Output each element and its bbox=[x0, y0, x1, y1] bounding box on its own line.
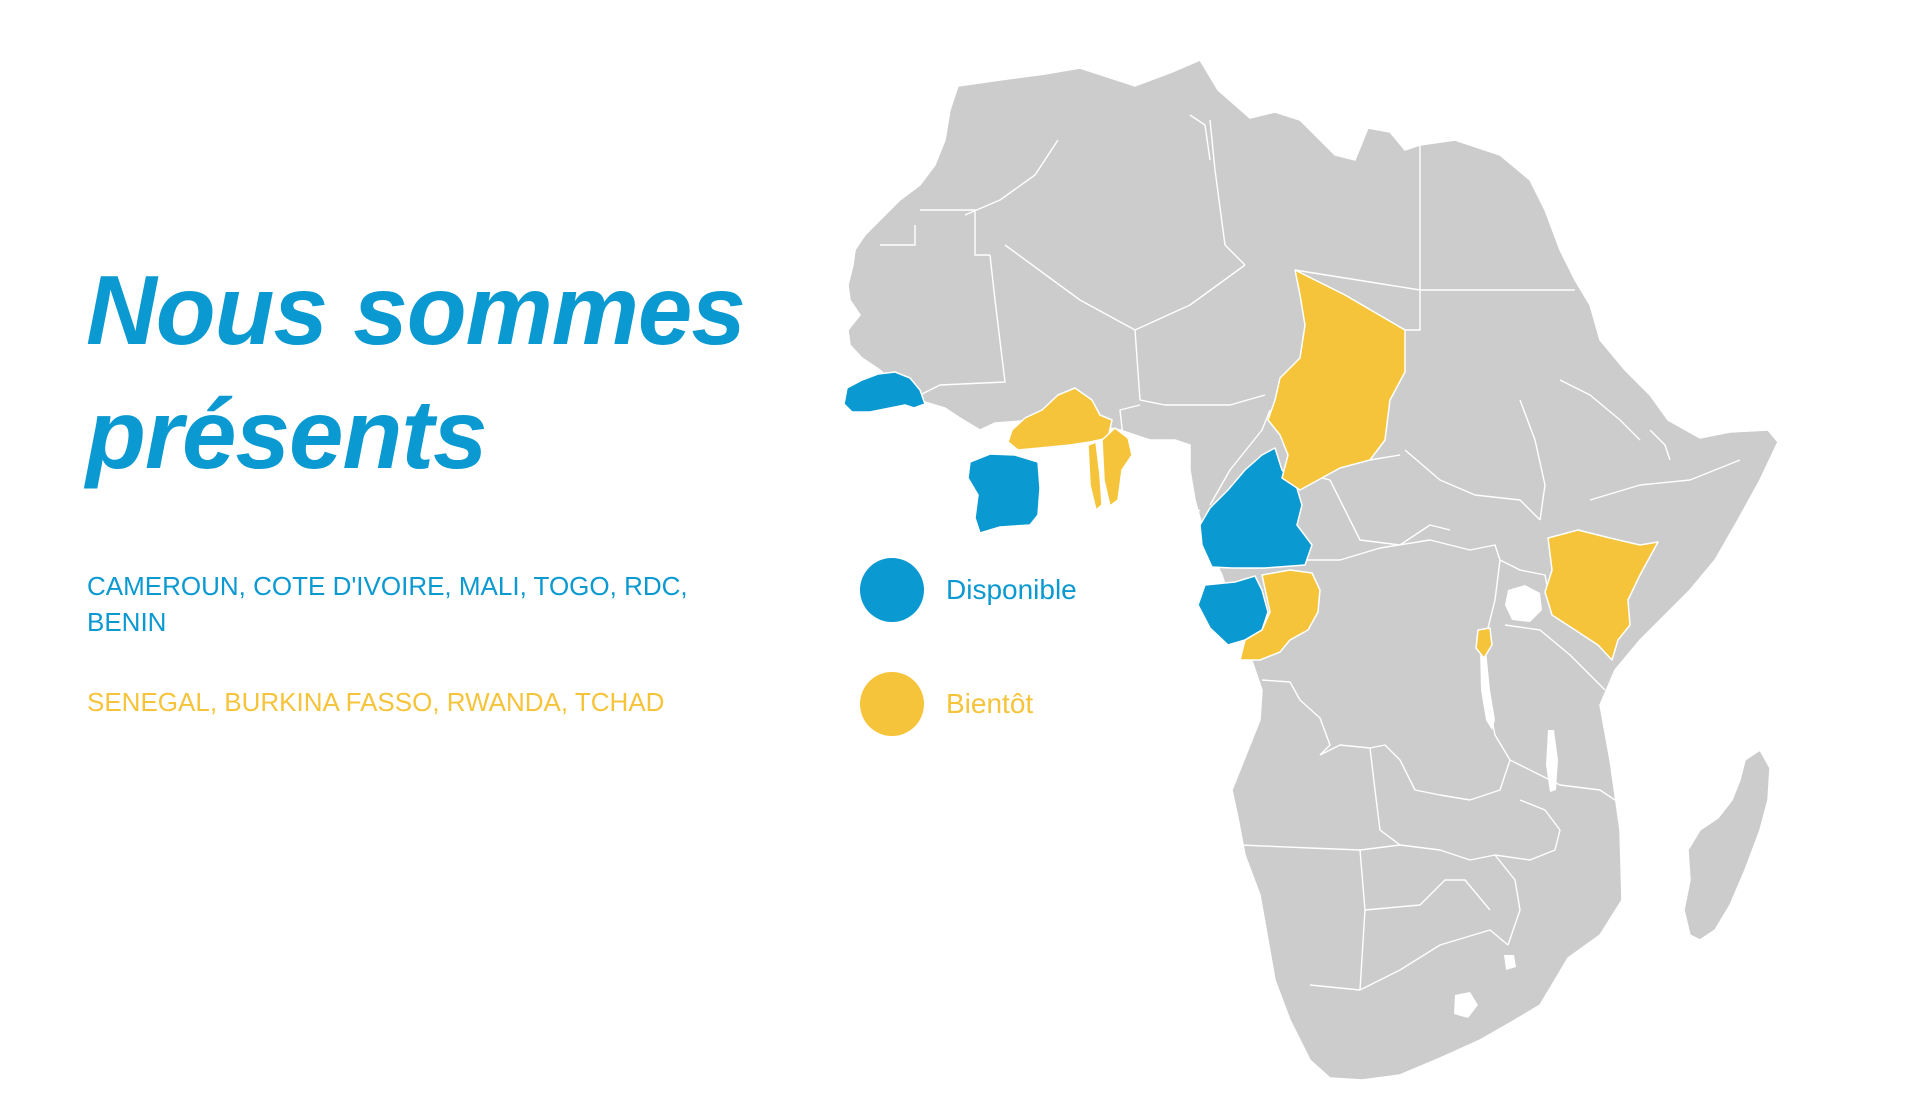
map-region-burkina-faso bbox=[1007, 387, 1113, 451]
eswatini bbox=[1504, 955, 1516, 970]
map-region-burundi bbox=[1475, 627, 1493, 659]
border-uganda bbox=[1499, 559, 1549, 591]
map-region-benin bbox=[1101, 427, 1133, 507]
legend-label-available: Disponible bbox=[946, 574, 1077, 605]
map-region-congo bbox=[1239, 569, 1321, 661]
map-region-chad bbox=[1267, 269, 1406, 491]
border-south-africa bbox=[1309, 929, 1509, 991]
border-tunisia bbox=[1189, 114, 1211, 161]
border-tanzania-south bbox=[1509, 759, 1616, 801]
border-tanzania-north bbox=[1504, 624, 1606, 691]
lesotho bbox=[1454, 992, 1478, 1018]
border-eritrea bbox=[1559, 379, 1641, 441]
border-niger-nigeria bbox=[1119, 404, 1201, 526]
border-morocco-algeria bbox=[964, 139, 1059, 216]
border-sudan-south-sudan bbox=[1404, 449, 1541, 521]
border-drc-east bbox=[1469, 559, 1511, 801]
legend-dot-available bbox=[860, 558, 924, 622]
border-zimbabwe-mozambique bbox=[1494, 854, 1521, 946]
border-zambia-zimbabwe bbox=[1399, 844, 1496, 861]
border-ethiopia-somalia bbox=[1589, 459, 1741, 501]
map-region-kenya bbox=[1544, 529, 1659, 661]
legend-item-available: Disponible bbox=[860, 557, 1077, 623]
border-drc-angola-west bbox=[1261, 679, 1331, 756]
border-angola-namibia bbox=[1239, 844, 1401, 851]
border-car bbox=[1289, 469, 1451, 546]
border-botswana bbox=[1364, 879, 1491, 911]
page-title-line-1: Nous sommes bbox=[86, 255, 746, 365]
border-ghana bbox=[1039, 449, 1049, 531]
border-mauritania-north bbox=[880, 225, 916, 246]
border-libya-chad-sudan bbox=[1294, 269, 1421, 331]
map-region-cote-d-ivoire bbox=[967, 453, 1041, 534]
border-mali-niger-nigeria bbox=[1134, 329, 1266, 406]
border-mozambique-malawi bbox=[1494, 799, 1561, 861]
border-mauritania-mali bbox=[919, 254, 1006, 396]
available-countries-list: CAMEROUN, COTE D'IVOIRE, MALI, TOGO, RDC… bbox=[87, 571, 688, 637]
page-title-line-2: présents bbox=[86, 379, 488, 489]
page-title: Nous sommes présents bbox=[86, 248, 746, 496]
border-algeria-libya bbox=[1209, 119, 1246, 266]
border-nigeria-cameroon bbox=[1209, 409, 1271, 506]
border-drc-south bbox=[1319, 744, 1471, 801]
lake-malawi bbox=[1546, 730, 1558, 792]
legend-dot-soon bbox=[860, 672, 924, 736]
soon-countries-list: SENEGAL, BURKINA FASSO, RWANDA, TCHAD bbox=[87, 687, 665, 717]
madagascar bbox=[1683, 748, 1771, 941]
legend-item-soon: Bientôt bbox=[860, 671, 1033, 737]
border-drc-north bbox=[1300, 539, 1501, 561]
border-angola-zambia bbox=[1369, 747, 1401, 846]
border-sudan-ethiopia bbox=[1519, 399, 1546, 521]
legend-label-soon: Bientôt bbox=[946, 688, 1034, 719]
border-western-sahara bbox=[920, 209, 990, 256]
lake-victoria bbox=[1505, 585, 1542, 622]
map-region-senegal bbox=[843, 371, 926, 413]
map-region-togo bbox=[1087, 441, 1103, 511]
border-djibouti bbox=[1649, 429, 1671, 461]
